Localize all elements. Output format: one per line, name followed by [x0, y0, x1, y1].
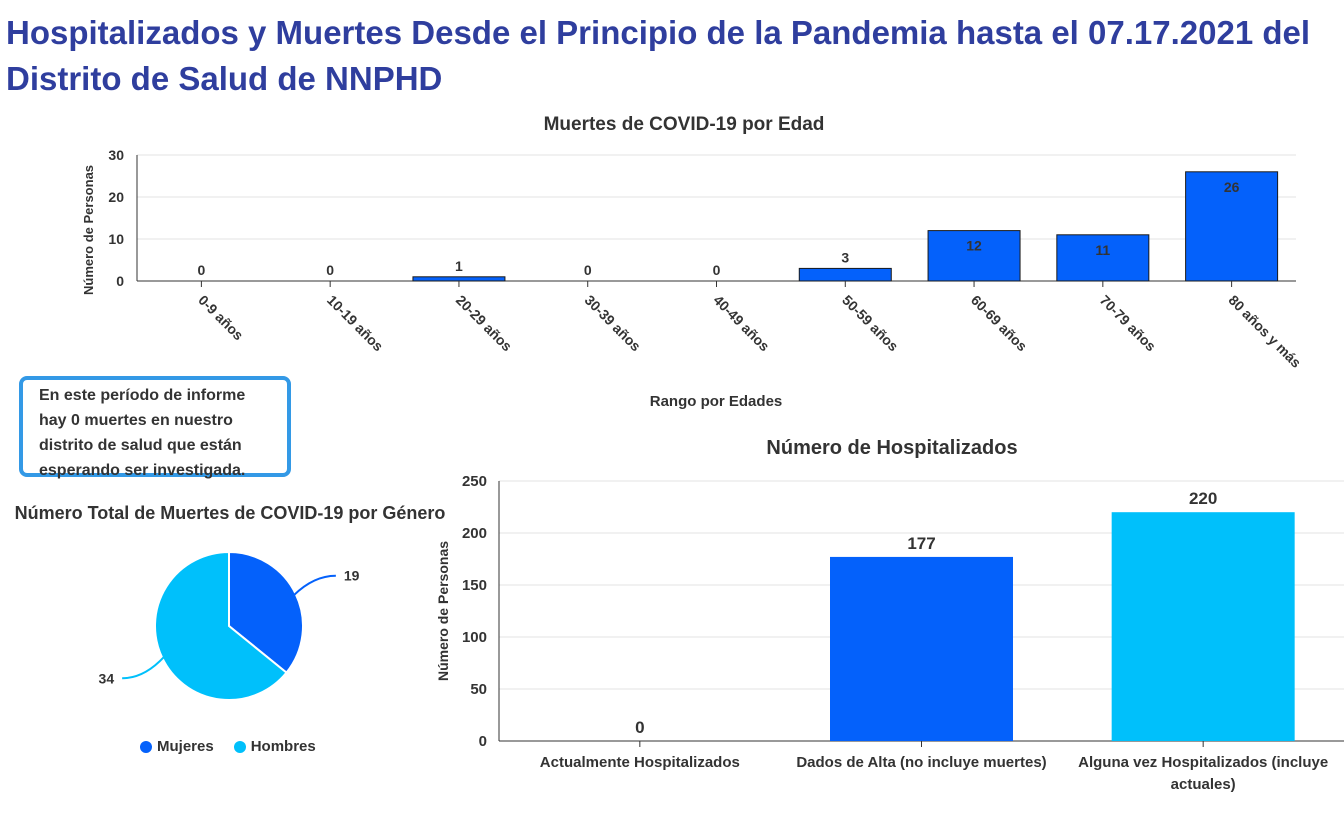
legend-swatch-mujeres	[140, 740, 152, 753]
hosp-x-tick-label: Actualmente Hospitalizados	[540, 754, 740, 771]
legend-swatch-hombres	[233, 740, 246, 753]
age-bar[interactable]	[1056, 234, 1150, 282]
hosp-x-tick-label: Alguna vez Hospitalizados (incluye actual…	[1078, 754, 1328, 793]
hosp-bar[interactable]	[830, 556, 1013, 741]
hosp-bar[interactable]	[1111, 512, 1295, 741]
gender-chart-title: Número Total de Muertes de COVID-19 por …	[14, 503, 446, 523]
hosp-y-tick-label: 50	[470, 681, 487, 698]
age-bar-value-label: 0	[713, 262, 721, 278]
age-chart-title: Muertes de COVID-19 por Edad	[543, 114, 825, 135]
age-bar-value-label: 1	[455, 258, 463, 274]
pie-leader-line	[293, 574, 336, 596]
hosp-bar-value-label: 177	[907, 534, 935, 553]
age-bar-value-label: 0	[326, 262, 334, 278]
age-bar-value-label: 12	[966, 238, 982, 254]
hosp-y-tick-label: 100	[462, 629, 487, 646]
hosp-y-tick-label: 0	[479, 733, 487, 750]
age-bar-value-label: 3	[841, 249, 849, 265]
gender-legend: Mujeres Hombres	[140, 738, 316, 755]
hosp-y-axis-title: Número de Personas	[435, 541, 451, 681]
pie-value-label: 34	[99, 670, 115, 686]
age-bar-value-label: 26	[1224, 179, 1240, 195]
age-y-tick-label: 30	[108, 147, 124, 163]
legend-label-hombres: Hombres	[250, 738, 316, 755]
age-y-tick-label: 0	[116, 273, 124, 289]
hosp-y-tick-label: 200	[462, 525, 487, 542]
age-x-axis-title: Rango por Edades	[650, 393, 783, 410]
age-bar-value-label: 11	[1095, 242, 1110, 258]
hosp-y-tick-label: 150	[462, 577, 487, 594]
pie-value-label: 19	[344, 568, 360, 584]
legend-item-mujeres[interactable]: Mujeres	[140, 738, 214, 755]
age-y-tick-label: 10	[108, 231, 124, 247]
pending-investigation-note: En este período de informe hay 0 muertes…	[19, 376, 291, 479]
hosp-bar-value-label: 0	[635, 718, 644, 737]
age-bar-value-label: 0	[197, 262, 205, 278]
age-bar-value-label: 0	[584, 262, 592, 278]
age-bar[interactable]	[1185, 171, 1279, 282]
hospitalized-chart-title: Número de Hospitalizados	[766, 437, 1018, 459]
legend-item-hombres[interactable]: Hombres	[233, 738, 316, 755]
hosp-y-tick-label: 250	[462, 473, 487, 490]
legend-label-mujeres: Mujeres	[157, 738, 214, 755]
pie-leader-line	[122, 656, 165, 680]
page-title: Hospitalizados y Muertes Desde el Princi…	[6, 14, 1311, 97]
age-y-tick-label: 20	[108, 189, 124, 205]
age-y-axis-title: Número de Personas	[81, 165, 96, 295]
hosp-bar-value-label: 220	[1189, 489, 1217, 508]
hosp-x-tick-label: Dados de Alta (no incluye muertes)	[796, 754, 1046, 771]
